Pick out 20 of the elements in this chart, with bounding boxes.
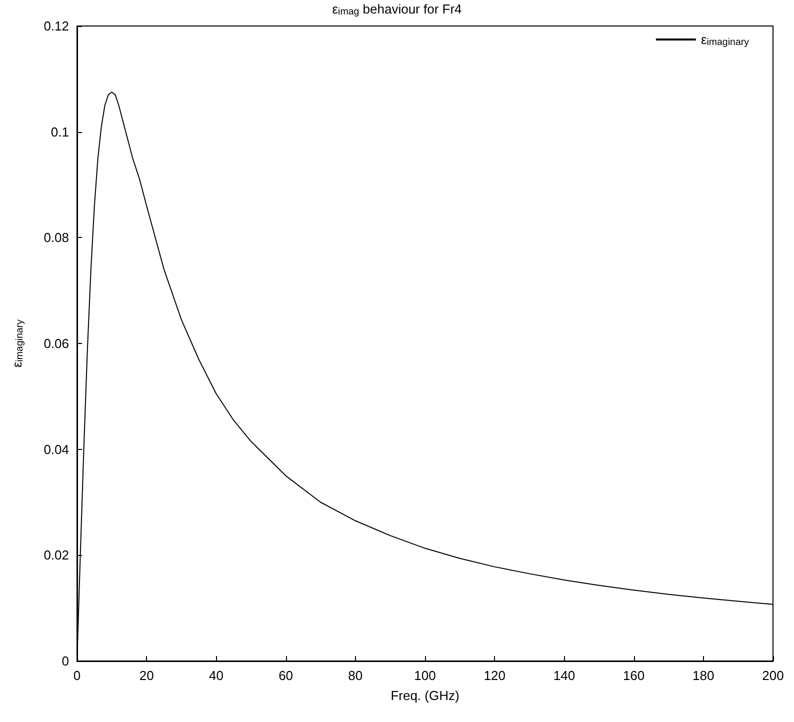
x-axis-title: Freq. (GHz) [390,688,460,703]
y-tick-label: 0.1 [50,124,69,140]
x-tick-label: 80 [348,668,363,683]
x-tick-label: 160 [622,668,645,683]
y-tick-label: 0.08 [44,230,69,246]
x-tick-label: 180 [692,668,714,683]
x-tick-label: 100 [414,668,436,683]
y-tick-label: 0 [62,654,69,668]
x-tick-label: 40 [208,668,224,683]
y-axis-title: εimaginary [10,319,26,368]
x-tick-label: 140 [553,668,576,683]
x-tick-label: 20 [139,668,154,683]
x-tick-label: 0 [73,668,81,683]
x-tick-label: 60 [278,668,294,683]
y-tick-label: 0.06 [44,336,69,351]
y-tick-label: 0.02 [44,548,69,563]
x-tick-label: 200 [762,668,784,683]
y-tick-label: 0.12 [44,18,69,34]
x-tick-label: 120 [484,668,506,683]
y-tick-label: 0.04 [44,442,69,457]
